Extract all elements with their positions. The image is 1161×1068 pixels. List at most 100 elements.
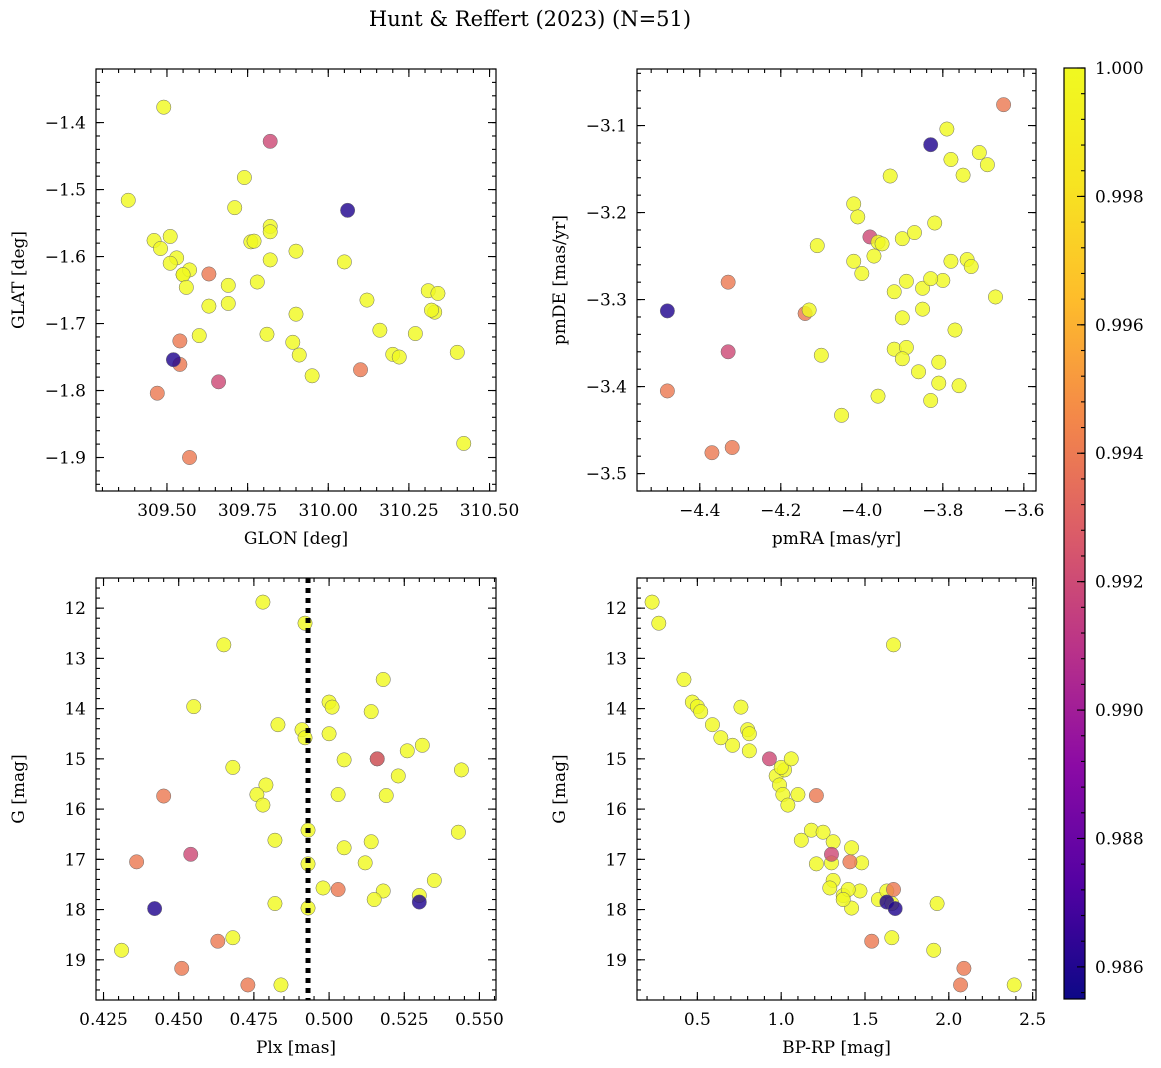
data-point	[262, 133, 278, 149]
data-point	[456, 435, 472, 451]
colorbar-gradient	[1064, 68, 1085, 999]
data-point	[659, 383, 675, 399]
scatter-points	[120, 99, 472, 465]
data-point	[693, 704, 709, 720]
data-point	[336, 254, 352, 270]
data-point	[846, 196, 862, 212]
y-tick-label: 19	[64, 951, 86, 971]
data-point	[336, 840, 352, 856]
data-point	[931, 354, 947, 370]
colorbar-tick-label: 0.996	[1095, 316, 1144, 336]
data-point	[955, 167, 971, 183]
data-point	[971, 145, 987, 160]
data-point	[887, 901, 903, 917]
data-point	[870, 388, 886, 404]
colorbar-tick-label: 1.000	[1095, 59, 1144, 79]
data-point	[201, 298, 217, 314]
data-point	[174, 960, 190, 976]
data-point	[724, 440, 740, 455]
data-point	[191, 328, 207, 344]
data-point	[704, 717, 720, 733]
y-tick-label: 16	[605, 800, 627, 820]
data-point	[288, 243, 304, 259]
colorbar-tick-label: 0.990	[1095, 701, 1144, 721]
data-point	[249, 274, 265, 290]
figure-title: Hunt & Reffert (2023) (N=51)	[369, 7, 691, 31]
data-point	[866, 248, 882, 264]
data-point	[201, 266, 217, 282]
data-point	[156, 788, 172, 804]
data-point	[825, 834, 841, 850]
x-tick-label: 1.5	[851, 1010, 878, 1030]
x-tick-label: 310.50	[460, 501, 519, 521]
data-point	[846, 253, 862, 269]
data-point	[255, 797, 271, 813]
data-point	[156, 99, 172, 115]
colorbar-tick-label: 0.998	[1095, 187, 1144, 207]
x-tick-label: −4.0	[841, 501, 882, 521]
data-point	[884, 930, 900, 946]
panel-plx-g: 0.425 0.450 0.475 0.500 0.525 0.550 12 13 14 15 16…	[9, 577, 504, 1058]
data-point	[822, 880, 838, 896]
x-tick-label: −4.2	[760, 501, 801, 521]
data-point	[153, 241, 168, 256]
x-tick-label: 0.550	[455, 1010, 504, 1030]
data-point	[449, 344, 465, 360]
data-point	[923, 393, 939, 408]
y-tick-label: −3.1	[586, 117, 627, 137]
data-point	[353, 362, 368, 378]
data-point	[931, 375, 947, 391]
data-point	[854, 266, 870, 281]
data-point	[894, 310, 910, 326]
data-point	[267, 896, 283, 911]
tick-marks	[637, 577, 1036, 1001]
data-point	[834, 407, 850, 423]
data-point	[886, 882, 901, 897]
data-point	[733, 699, 749, 715]
data-point	[923, 137, 939, 153]
data-point	[262, 224, 278, 240]
scatter-points	[644, 594, 1022, 993]
y-tick-label: 14	[64, 700, 86, 720]
x-tick-label: −4.4	[679, 501, 720, 521]
y-tick-label: 17	[64, 850, 86, 870]
data-point	[996, 97, 1012, 113]
data-point	[220, 277, 236, 293]
data-point	[182, 450, 197, 465]
data-point	[149, 385, 165, 401]
data-point	[211, 374, 227, 390]
data-point	[790, 787, 806, 802]
y-axis-label: G [mag]	[550, 754, 570, 823]
data-point	[923, 271, 939, 287]
data-point	[713, 730, 729, 746]
data-point	[907, 225, 922, 241]
axes-frame	[95, 68, 497, 492]
data-point	[267, 832, 283, 848]
y-tick-label: 13	[605, 649, 627, 669]
x-tick-label: 0.525	[380, 1010, 429, 1030]
data-point	[330, 882, 346, 897]
data-point	[835, 892, 851, 907]
data-point	[262, 252, 278, 268]
data-point	[162, 255, 178, 271]
data-point	[979, 157, 995, 173]
y-tick-label: 17	[605, 850, 627, 870]
tick-marks	[637, 69, 1036, 492]
data-point	[304, 368, 320, 384]
data-point	[844, 840, 860, 856]
panel-cmd: 0.5 1.0 1.5 2.0 2.5 12 13 14 15 16 17 18 19 BP-RP [ma…	[550, 577, 1046, 1058]
x-tick-label: 0.500	[305, 1010, 354, 1030]
data-point	[676, 672, 692, 687]
data-point	[359, 292, 375, 308]
data-point	[773, 759, 789, 775]
data-point	[172, 333, 188, 349]
colorbar: 0.986 0.988 0.990 0.992 0.994 0.996 0.998 1.000	[1063, 59, 1144, 1000]
x-tick-label: 2.5	[1019, 1010, 1046, 1030]
y-axis-label: GLAT [deg]	[9, 231, 29, 329]
data-point	[357, 855, 373, 871]
data-point	[270, 717, 286, 733]
data-point	[886, 637, 901, 653]
x-tick-label: −3.6	[1003, 501, 1044, 521]
data-point	[956, 960, 972, 976]
y-tick-label: −3.4	[586, 378, 627, 398]
